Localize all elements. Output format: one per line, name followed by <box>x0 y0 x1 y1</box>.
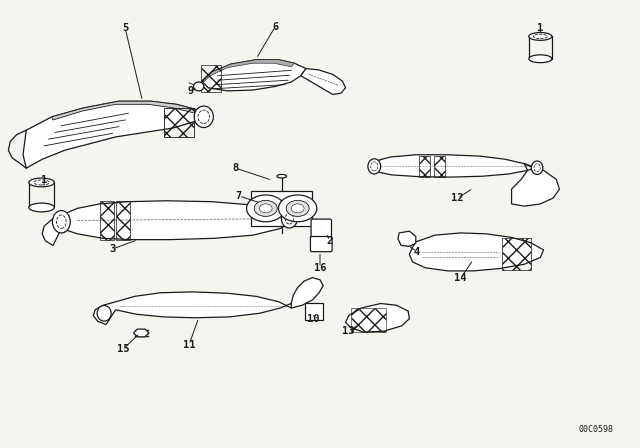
FancyBboxPatch shape <box>311 219 332 238</box>
PathPatch shape <box>52 101 198 120</box>
Ellipse shape <box>368 159 381 174</box>
Text: 4: 4 <box>414 247 420 257</box>
Text: 7: 7 <box>236 191 242 201</box>
Bar <box>200 65 221 92</box>
Text: 1: 1 <box>41 175 47 185</box>
Bar <box>116 201 130 240</box>
Circle shape <box>254 200 277 216</box>
Text: 2: 2 <box>326 236 333 246</box>
Ellipse shape <box>29 178 54 187</box>
PathPatch shape <box>23 101 205 168</box>
PathPatch shape <box>202 60 294 82</box>
Text: 5: 5 <box>122 23 129 34</box>
Bar <box>100 201 114 240</box>
Polygon shape <box>115 292 291 318</box>
Circle shape <box>291 204 304 213</box>
Ellipse shape <box>29 203 54 212</box>
Circle shape <box>278 195 317 222</box>
PathPatch shape <box>291 278 323 308</box>
Bar <box>252 190 312 226</box>
Ellipse shape <box>277 174 287 178</box>
Ellipse shape <box>97 306 111 321</box>
Text: 8: 8 <box>232 163 239 173</box>
Text: 9: 9 <box>188 86 194 96</box>
Ellipse shape <box>194 106 213 128</box>
Ellipse shape <box>52 211 70 233</box>
Text: 13: 13 <box>342 326 355 336</box>
Bar <box>502 238 531 270</box>
Polygon shape <box>374 155 537 177</box>
Text: 00C0598: 00C0598 <box>579 425 614 434</box>
Text: 16: 16 <box>314 263 326 273</box>
Text: 10: 10 <box>307 314 320 324</box>
Text: 6: 6 <box>272 22 278 32</box>
Bar <box>419 155 431 177</box>
Circle shape <box>259 204 272 213</box>
Bar <box>434 155 445 177</box>
PathPatch shape <box>511 164 559 206</box>
Ellipse shape <box>531 161 543 174</box>
Ellipse shape <box>193 82 204 91</box>
PathPatch shape <box>202 60 306 91</box>
PathPatch shape <box>42 215 61 246</box>
Text: 1: 1 <box>537 23 543 34</box>
Text: 11: 11 <box>183 340 195 349</box>
Text: 3: 3 <box>109 244 116 254</box>
Ellipse shape <box>529 33 552 40</box>
PathPatch shape <box>93 302 116 324</box>
Bar <box>305 303 323 320</box>
PathPatch shape <box>301 69 346 95</box>
Text: 12: 12 <box>451 193 463 203</box>
PathPatch shape <box>398 231 416 246</box>
Circle shape <box>246 195 285 222</box>
Circle shape <box>286 200 309 216</box>
Text: 14: 14 <box>454 273 467 284</box>
Bar <box>164 108 194 137</box>
Ellipse shape <box>282 209 298 228</box>
FancyBboxPatch shape <box>310 237 332 252</box>
PathPatch shape <box>410 233 543 271</box>
PathPatch shape <box>134 329 149 337</box>
PathPatch shape <box>346 303 410 332</box>
Polygon shape <box>61 201 291 240</box>
Bar <box>351 307 386 332</box>
Ellipse shape <box>529 55 552 63</box>
Text: 15: 15 <box>117 344 129 354</box>
